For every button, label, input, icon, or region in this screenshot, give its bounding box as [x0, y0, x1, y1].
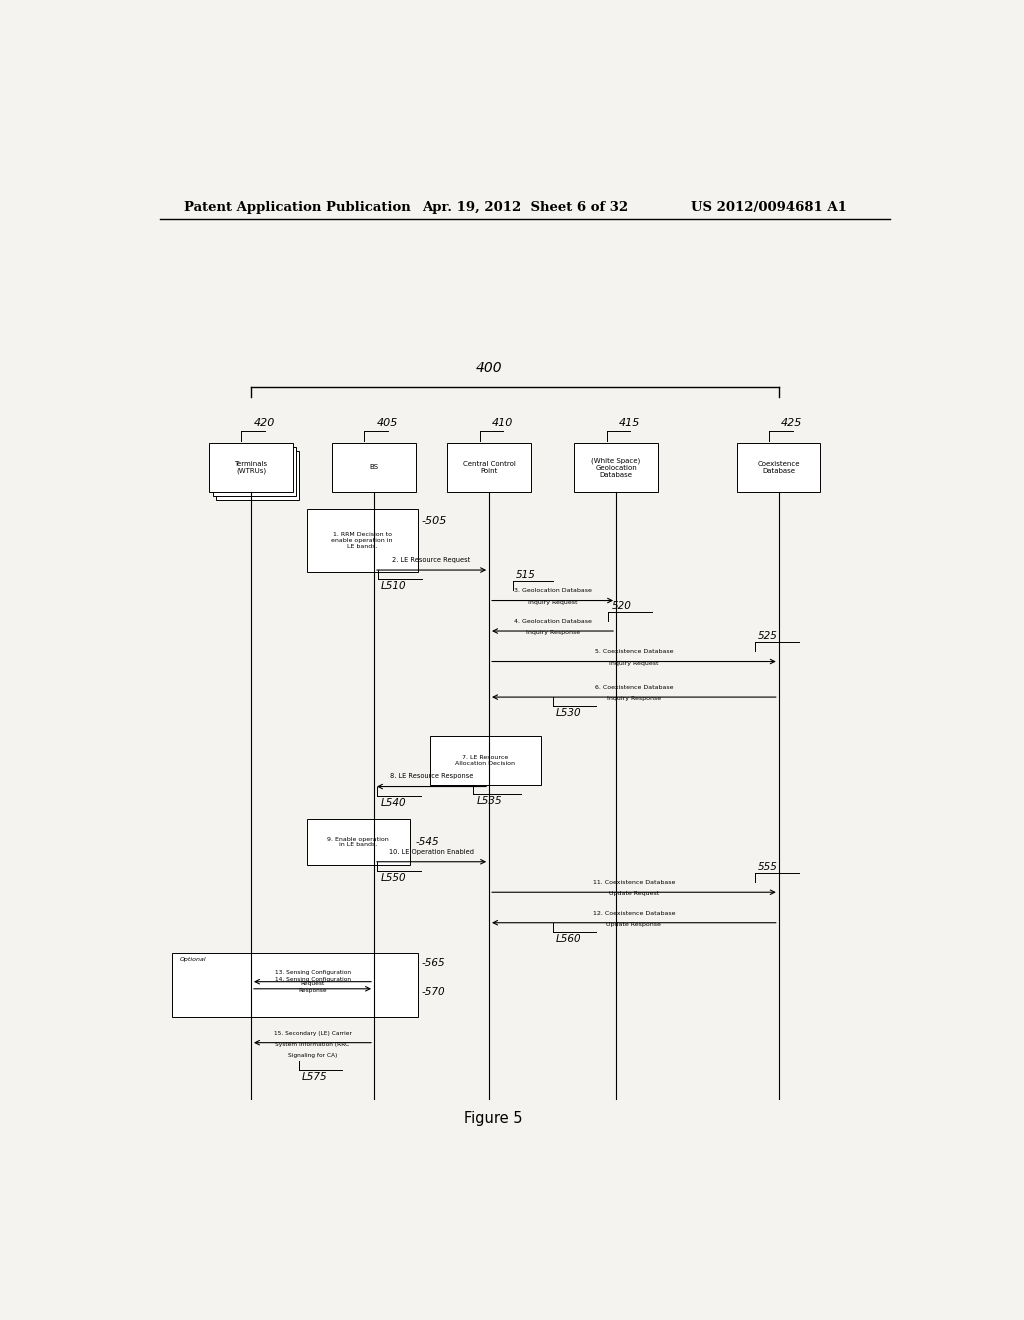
Text: BS: BS	[370, 465, 379, 470]
Text: 6. Coexistence Database: 6. Coexistence Database	[595, 685, 673, 690]
Text: 10. LE Operation Enabled: 10. LE Operation Enabled	[389, 849, 474, 854]
Text: Inquiry Response: Inquiry Response	[607, 696, 660, 701]
Text: 13. Sensing Configuration: 13. Sensing Configuration	[274, 970, 350, 974]
Text: 555: 555	[758, 862, 778, 873]
Text: 425: 425	[781, 417, 803, 428]
FancyBboxPatch shape	[737, 444, 820, 492]
Text: 15. Secondary (LE) Carrier: 15. Secondary (LE) Carrier	[273, 1031, 351, 1036]
Text: 3. Geolocation Database: 3. Geolocation Database	[514, 589, 592, 594]
Text: 405: 405	[377, 417, 397, 428]
Text: 520: 520	[611, 601, 631, 611]
Text: 400: 400	[476, 360, 503, 375]
Text: 1. RRM Decision to
enable operation in
LE bands.: 1. RRM Decision to enable operation in L…	[332, 532, 393, 549]
Text: L510: L510	[381, 581, 407, 591]
FancyBboxPatch shape	[447, 444, 530, 492]
Text: 11. Coexistence Database: 11. Coexistence Database	[593, 880, 675, 886]
Text: L550: L550	[380, 873, 406, 883]
Text: US 2012/0094681 A1: US 2012/0094681 A1	[691, 201, 847, 214]
Text: 14. Sensing Configuration: 14. Sensing Configuration	[274, 977, 350, 982]
Text: Response: Response	[298, 987, 327, 993]
Text: -570: -570	[422, 987, 445, 997]
FancyBboxPatch shape	[306, 818, 410, 865]
Text: 7. LE Resource
Allocation Decision: 7. LE Resource Allocation Decision	[455, 755, 515, 766]
Text: -505: -505	[422, 516, 447, 527]
Text: 525: 525	[758, 631, 778, 642]
Text: Coexistence
Database: Coexistence Database	[758, 461, 800, 474]
Text: 12. Coexistence Database: 12. Coexistence Database	[593, 911, 675, 916]
Text: -545: -545	[416, 837, 439, 847]
Text: L540: L540	[380, 797, 406, 808]
Text: (White Space)
Geolocation
Database: (White Space) Geolocation Database	[592, 457, 641, 478]
Text: Inquiry Request: Inquiry Request	[527, 599, 578, 605]
Text: 9. Enable operation
in LE bands.: 9. Enable operation in LE bands.	[328, 837, 389, 847]
Text: 410: 410	[492, 417, 513, 428]
Text: 5. Coexistence Database: 5. Coexistence Database	[595, 649, 673, 655]
FancyBboxPatch shape	[209, 444, 293, 492]
Text: Inquiry Request: Inquiry Request	[609, 660, 658, 665]
FancyBboxPatch shape	[216, 451, 299, 500]
Text: Patent Application Publication: Patent Application Publication	[183, 201, 411, 214]
Text: 415: 415	[618, 417, 640, 428]
FancyBboxPatch shape	[333, 444, 416, 492]
Text: 8. LE Resource Response: 8. LE Resource Response	[390, 774, 473, 779]
Text: System Information (RRC: System Information (RRC	[275, 1041, 349, 1047]
Text: Central Control
Point: Central Control Point	[463, 461, 515, 474]
Text: -565: -565	[422, 958, 445, 969]
Text: L560: L560	[556, 935, 582, 944]
Text: Inquiry Response: Inquiry Response	[525, 630, 580, 635]
Text: L575: L575	[302, 1072, 328, 1082]
FancyBboxPatch shape	[306, 510, 418, 572]
Text: Signaling for CA): Signaling for CA)	[288, 1053, 337, 1057]
Text: 515: 515	[516, 570, 536, 581]
Text: L535: L535	[476, 796, 502, 805]
Text: 420: 420	[253, 417, 274, 428]
Text: Optional: Optional	[179, 957, 206, 962]
Text: Update Request: Update Request	[609, 891, 659, 896]
Text: Terminals
(WTRUs): Terminals (WTRUs)	[234, 461, 267, 474]
FancyBboxPatch shape	[172, 953, 418, 1018]
FancyBboxPatch shape	[574, 444, 657, 492]
FancyBboxPatch shape	[213, 447, 296, 496]
Text: Update Response: Update Response	[606, 921, 662, 927]
Text: 4. Geolocation Database: 4. Geolocation Database	[514, 619, 592, 624]
Text: 2. LE Resource Request: 2. LE Resource Request	[392, 557, 471, 562]
Text: Request: Request	[300, 981, 325, 986]
Text: L530: L530	[556, 709, 582, 718]
Text: Apr. 19, 2012  Sheet 6 of 32: Apr. 19, 2012 Sheet 6 of 32	[422, 201, 628, 214]
Text: Figure 5: Figure 5	[464, 1111, 522, 1126]
FancyBboxPatch shape	[430, 735, 541, 784]
